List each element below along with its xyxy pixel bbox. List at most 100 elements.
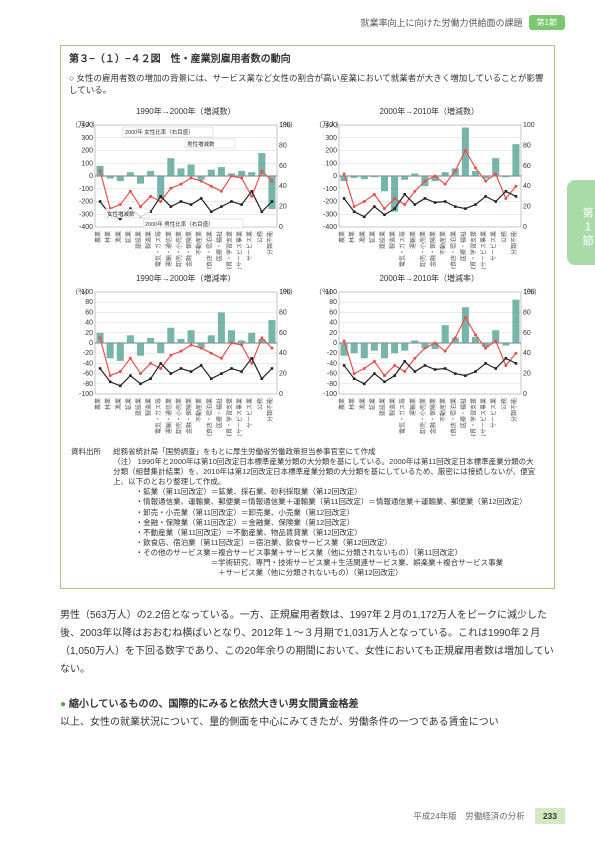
svg-text:運輸業: 運輸業 bbox=[408, 398, 416, 416]
svg-text:-400: -400 bbox=[322, 224, 336, 231]
svg-text:（万人）: （万人） bbox=[315, 121, 343, 129]
citation: 資料出所 総務省統計局「国勢調査」をもとに厚生労働省労働政策担当参事官室にて作成… bbox=[61, 441, 554, 589]
page-number: 233 bbox=[535, 808, 565, 824]
svg-text:0: 0 bbox=[523, 224, 527, 231]
svg-text:200: 200 bbox=[325, 147, 337, 154]
svg-text:農業: 農業 bbox=[94, 231, 102, 243]
svg-text:0: 0 bbox=[333, 340, 337, 347]
svg-text:飲食店・宿泊業: 飲食店・宿泊業 bbox=[449, 231, 457, 269]
svg-text:公務: 公務 bbox=[499, 231, 507, 243]
svg-text:不動産業: 不動産業 bbox=[195, 398, 203, 422]
svg-text:100: 100 bbox=[81, 160, 93, 167]
svg-text:医療・福祉: 医療・福祉 bbox=[215, 398, 223, 428]
svg-text:公務: 公務 bbox=[499, 398, 507, 410]
svg-text:電気・ガス等: 電気・ガス等 bbox=[155, 231, 163, 267]
svg-text:分類不能: 分類不能 bbox=[509, 231, 517, 255]
svg-text:（％）: （％） bbox=[71, 288, 92, 296]
svg-text:製造業: 製造業 bbox=[388, 231, 396, 249]
svg-text:医療・福祉: 医療・福祉 bbox=[459, 231, 467, 261]
svg-text:不動産業: 不動産業 bbox=[439, 231, 447, 255]
svg-text:鉱業: 鉱業 bbox=[124, 398, 132, 410]
svg-text:-300: -300 bbox=[79, 211, 93, 218]
svg-text:建設業: 建設業 bbox=[135, 398, 143, 416]
svg-text:建設業: 建設業 bbox=[135, 231, 143, 249]
svg-text:飲食店・宿泊業: 飲食店・宿泊業 bbox=[449, 398, 457, 436]
svg-text:卸売・小売業: 卸売・小売業 bbox=[418, 231, 426, 267]
svg-text:金融・保険業: 金融・保険業 bbox=[429, 398, 437, 434]
charts-grid: 1990年→2000年（増減数） -400-300-200-1000100200… bbox=[61, 101, 554, 441]
svg-text:60: 60 bbox=[329, 309, 337, 316]
svg-text:40: 40 bbox=[279, 350, 287, 357]
svg-text:複合サービス事業: 複合サービス事業 bbox=[236, 231, 244, 269]
svg-text:80: 80 bbox=[279, 142, 287, 149]
svg-text:80: 80 bbox=[85, 299, 93, 306]
svg-text:-40: -40 bbox=[83, 360, 93, 367]
svg-text:-60: -60 bbox=[83, 370, 93, 377]
chart-1: 2000年→2010年（増減数） -400-300-200-1000100200… bbox=[313, 106, 547, 269]
svg-text:0: 0 bbox=[333, 173, 337, 180]
svg-text:80: 80 bbox=[523, 309, 531, 316]
svg-text:20: 20 bbox=[329, 330, 337, 337]
svg-text:複合サービス事業: 複合サービス事業 bbox=[479, 398, 487, 436]
svg-text:サービス業: サービス業 bbox=[246, 398, 254, 428]
svg-text:-100: -100 bbox=[79, 391, 93, 398]
svg-text:運輸・通信業: 運輸・通信業 bbox=[165, 398, 173, 434]
svg-text:漁業: 漁業 bbox=[358, 398, 366, 410]
svg-text:農業: 農業 bbox=[94, 398, 102, 410]
svg-text:複合サービス事業: 複合サービス事業 bbox=[479, 231, 487, 269]
svg-text:80: 80 bbox=[329, 299, 337, 306]
svg-text:-100: -100 bbox=[322, 391, 336, 398]
svg-text:-100: -100 bbox=[322, 186, 336, 193]
svg-text:2000年 女性比率（右目盛）: 2000年 女性比率（右目盛） bbox=[125, 128, 194, 136]
svg-text:0: 0 bbox=[279, 224, 283, 231]
svg-text:20: 20 bbox=[279, 203, 287, 210]
chart-0: 1990年→2000年（増減数） -400-300-200-1000100200… bbox=[69, 106, 303, 269]
svg-text:サービス業: サービス業 bbox=[489, 231, 497, 261]
svg-text:林業: 林業 bbox=[104, 398, 112, 410]
svg-text:建設業: 建設業 bbox=[378, 231, 386, 249]
figure-box: 第３−（１）−４２図 性・産業別雇用者数の動向 女性の雇用者数の増加の背景には、… bbox=[60, 45, 555, 589]
svg-text:60: 60 bbox=[523, 163, 531, 170]
svg-text:100: 100 bbox=[325, 160, 337, 167]
svg-text:製造業: 製造業 bbox=[388, 398, 396, 416]
svg-text:40: 40 bbox=[329, 319, 337, 326]
svg-text:0: 0 bbox=[279, 391, 283, 398]
svg-text:80: 80 bbox=[279, 309, 287, 316]
svg-text:20: 20 bbox=[523, 370, 531, 377]
svg-text:男性増減数: 男性増減数 bbox=[187, 140, 215, 148]
svg-text:女性増減数: 女性増減数 bbox=[107, 210, 135, 218]
svg-text:飲食店・宿泊業: 飲食店・宿泊業 bbox=[205, 398, 213, 436]
svg-text:教育・学習支援: 教育・学習支援 bbox=[226, 398, 234, 436]
svg-text:サービス業: サービス業 bbox=[489, 398, 497, 428]
section-tab: 第1節 bbox=[529, 15, 565, 30]
svg-text:40: 40 bbox=[523, 350, 531, 357]
body-p1: 男性（563万人）の2.2倍となっている。一方、正規雇用者数は、1997年２月の… bbox=[60, 607, 555, 679]
svg-text:40: 40 bbox=[85, 319, 93, 326]
svg-text:電気・ガス等: 電気・ガス等 bbox=[155, 398, 163, 434]
svg-text:医療・福祉: 医療・福祉 bbox=[215, 231, 223, 261]
svg-text:公務: 公務 bbox=[256, 398, 264, 410]
svg-text:サービス業: サービス業 bbox=[246, 231, 254, 261]
svg-text:林業: 林業 bbox=[348, 231, 356, 243]
svg-text:-20: -20 bbox=[83, 350, 93, 357]
svg-text:教育・学習支援: 教育・学習支援 bbox=[226, 231, 234, 269]
svg-text:製造業: 製造業 bbox=[145, 398, 153, 416]
svg-text:（％）: （％） bbox=[520, 288, 541, 296]
svg-text:医療・福祉: 医療・福祉 bbox=[459, 398, 467, 428]
svg-text:20: 20 bbox=[85, 330, 93, 337]
svg-text:80: 80 bbox=[523, 142, 531, 149]
svg-text:0: 0 bbox=[523, 391, 527, 398]
svg-text:（％）: （％） bbox=[315, 288, 336, 296]
svg-text:40: 40 bbox=[523, 183, 531, 190]
svg-text:公務: 公務 bbox=[256, 231, 264, 243]
svg-text:漁業: 漁業 bbox=[114, 398, 122, 410]
svg-text:飲食店・宿泊業: 飲食店・宿泊業 bbox=[205, 231, 213, 269]
svg-text:分類不能: 分類不能 bbox=[266, 398, 274, 422]
svg-text:0: 0 bbox=[89, 173, 93, 180]
svg-text:卸売・小売業: 卸売・小売業 bbox=[175, 398, 183, 434]
svg-text:100: 100 bbox=[523, 122, 535, 129]
svg-text:-100: -100 bbox=[79, 186, 93, 193]
chart-2: 1990年→2000年（増減率） -100-80-60-40-200204060… bbox=[69, 273, 303, 436]
svg-text:-400: -400 bbox=[79, 224, 93, 231]
svg-text:不動産業: 不動産業 bbox=[439, 398, 447, 422]
